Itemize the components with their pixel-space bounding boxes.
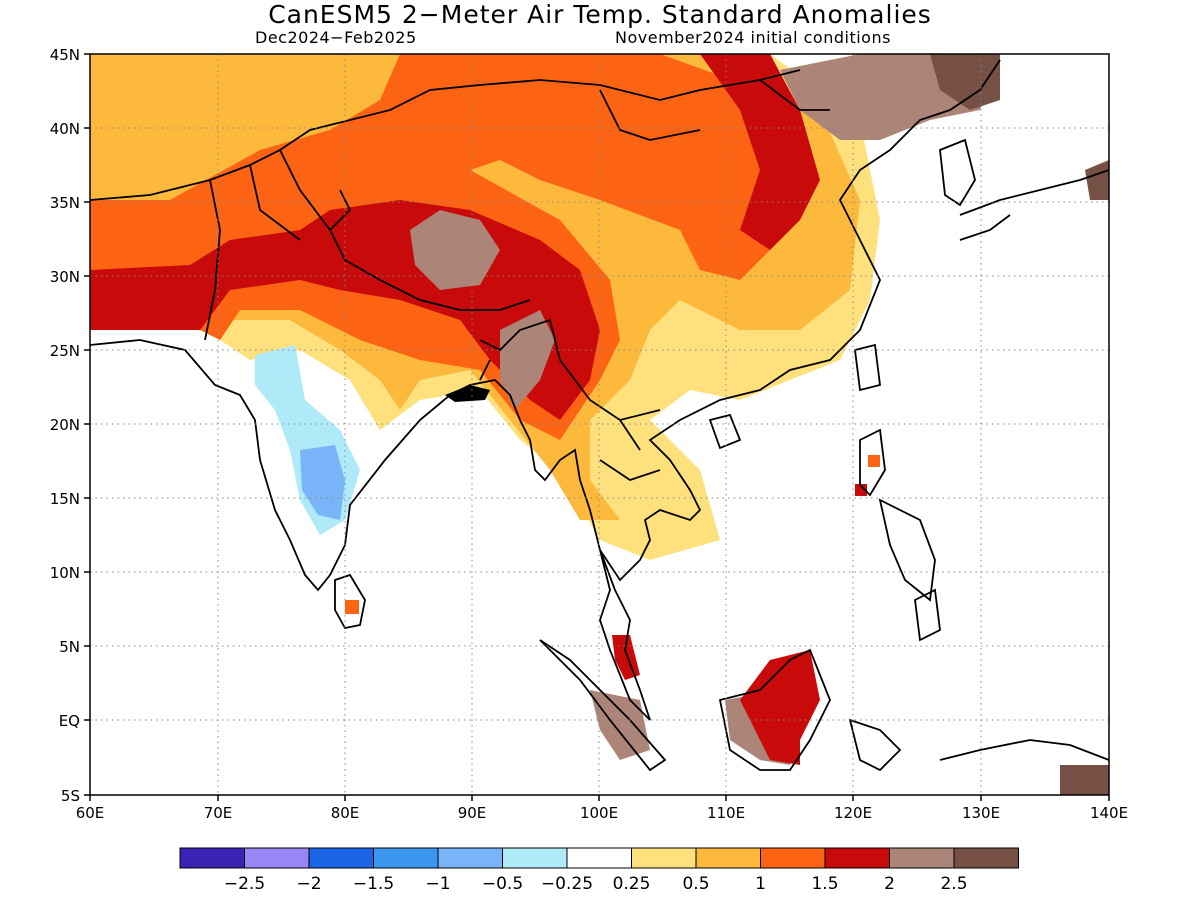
lat-tick-label: 30N [50, 268, 80, 286]
colorbar: −2.5 −2 −1.5 −1 −0.5 −0.25 0.25 0.5 1 1.5 2 2.5 [179, 847, 1019, 894]
lat-tick-label: 5S [61, 787, 80, 805]
anomaly-region-neg0.5 [300, 445, 345, 520]
colorbar-label: −2 [296, 874, 321, 894]
forecast-period: Dec2024−Feb2025 [255, 28, 417, 47]
colorbar-swatch [824, 847, 890, 869]
colorbar-label: 0.5 [682, 874, 709, 894]
colorbar-label: −1.5 [353, 874, 394, 894]
colorbar-swatch [244, 847, 310, 869]
colorbar-swatch [760, 847, 826, 869]
lon-tick-label: 120E [834, 804, 872, 822]
lon-tick-label: 90E [458, 804, 487, 822]
lat-tick-label: 45N [50, 46, 80, 64]
colorbar-label: −2.5 [224, 874, 265, 894]
colorbar-swatch [953, 847, 1019, 869]
initial-conditions: November2024 initial conditions [615, 28, 891, 47]
lon-tick-label: 140E [1090, 804, 1128, 822]
lon-tick-label: 80E [331, 804, 360, 822]
colorbar-swatch [695, 847, 761, 869]
colorbar-swatch [373, 847, 439, 869]
lat-tick-label: 5N [59, 638, 80, 656]
colorbar-label: 2 [884, 874, 895, 894]
colorbar-swatch [502, 847, 568, 869]
lat-tick-label: 25N [50, 342, 80, 360]
colorbar-swatch [631, 847, 697, 869]
lat-tick-label: 40N [50, 120, 80, 138]
anomaly-field [90, 54, 1109, 795]
lon-tick-labels: 60E 70E 80E 90E 100E 110E 120E 130E 140E [76, 804, 1128, 822]
colorbar-swatch [308, 847, 374, 869]
colorbar-label: 1 [755, 874, 766, 894]
coastlines [90, 59, 1109, 772]
colorbar-label: 1.5 [811, 874, 838, 894]
lat-tick-label: 20N [50, 416, 80, 434]
lat-tick-labels: 45N 40N 35N 30N 25N 20N 15N 10N 5N EQ 5S [50, 46, 80, 805]
colorbar-swatch [437, 847, 503, 869]
colorbar-swatch [179, 847, 245, 869]
lat-tick-label: EQ [59, 712, 80, 730]
colorbar-label: 2.5 [940, 874, 967, 894]
colorbar-swatch [566, 847, 632, 869]
lat-tick-label: 35N [50, 194, 80, 212]
lon-tick-label: 70E [204, 804, 233, 822]
colorbar-label: 0.25 [613, 874, 651, 894]
chart-title: CanESM5 2−Meter Air Temp. Standard Anoma… [268, 0, 932, 29]
lat-tick-label: 10N [50, 564, 80, 582]
bangladesh-coast [445, 385, 490, 402]
lon-tick-label: 60E [76, 804, 105, 822]
tick-marks [84, 53, 1110, 801]
lon-tick-label: 130E [962, 804, 1000, 822]
colorbar-label: −0.25 [541, 874, 593, 894]
colorbar-label: −0.5 [482, 874, 523, 894]
colorbar-label: −1 [425, 874, 450, 894]
lat-tick-label: 15N [50, 490, 80, 508]
lon-tick-label: 100E [580, 804, 618, 822]
colorbar-swatch [889, 847, 955, 869]
lon-tick-label: 110E [707, 804, 745, 822]
